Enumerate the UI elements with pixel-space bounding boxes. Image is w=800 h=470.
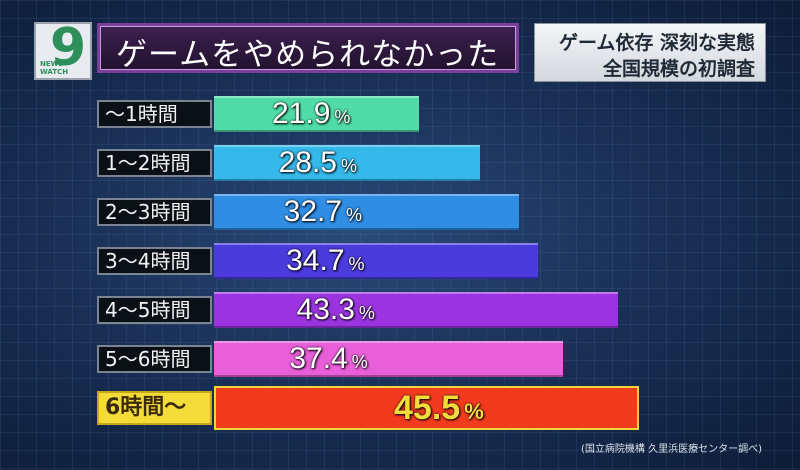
bar bbox=[214, 243, 538, 279]
bar bbox=[214, 386, 639, 430]
bar-value-label: 37.4% bbox=[289, 341, 367, 377]
category-label: 4〜5時間 bbox=[97, 296, 212, 324]
category-label: 〜1時間 bbox=[97, 100, 212, 128]
news-watch-9-logo: 9 NEWS WATCH bbox=[34, 18, 92, 80]
logo-nine: 9 bbox=[50, 18, 87, 78]
percent-sign: % bbox=[464, 399, 484, 424]
value-number: 28.5 bbox=[278, 146, 337, 179]
bar-value-label: 21.9% bbox=[272, 96, 350, 132]
percent-sign: % bbox=[348, 254, 365, 274]
bar bbox=[214, 292, 618, 328]
chart-title: ゲームをやめられなかった bbox=[116, 37, 500, 73]
bar bbox=[214, 145, 480, 181]
category-label: 3〜4時間 bbox=[97, 247, 212, 275]
category-label: 6時間〜 bbox=[97, 391, 212, 425]
bar-value-label: 45.5% bbox=[394, 390, 484, 426]
category-label: 2〜3時間 bbox=[97, 198, 212, 226]
chart-title-box: ゲームをやめられなかった bbox=[97, 23, 519, 73]
bar-value-label: 28.5% bbox=[279, 145, 357, 181]
category-label: 5〜6時間 bbox=[97, 345, 212, 373]
percent-sign: % bbox=[346, 205, 363, 225]
subtitle-line-1: ゲーム依存 深刻な実態 bbox=[558, 32, 755, 54]
bar-value-label: 34.7% bbox=[286, 243, 364, 279]
value-number: 43.3 bbox=[296, 293, 355, 326]
value-number: 37.4 bbox=[289, 342, 348, 375]
bar-value-label: 32.7% bbox=[284, 194, 362, 230]
category-label: 1〜2時間 bbox=[97, 149, 212, 177]
bar bbox=[214, 96, 419, 132]
logo-text: NEWS WATCH bbox=[40, 60, 69, 76]
subtitle-line-2: 全国規模の初調査 bbox=[602, 58, 755, 80]
percent-sign: % bbox=[334, 107, 351, 127]
value-number: 32.7 bbox=[283, 195, 343, 228]
bar bbox=[214, 341, 563, 377]
value-number: 45.5 bbox=[394, 389, 461, 427]
value-number: 34.7 bbox=[286, 244, 345, 277]
percent-sign: % bbox=[358, 303, 375, 323]
value-number: 21.9 bbox=[272, 97, 331, 130]
source-note: (国立病院機構 久里浜医療センター調べ) bbox=[581, 444, 762, 455]
percent-sign: % bbox=[340, 156, 357, 176]
percent-sign: % bbox=[351, 352, 368, 372]
subtitle-box: ゲーム依存 深刻な実態 全国規模の初調査 bbox=[534, 23, 766, 82]
bar-value-label: 43.3% bbox=[297, 292, 375, 328]
bar bbox=[214, 194, 519, 230]
